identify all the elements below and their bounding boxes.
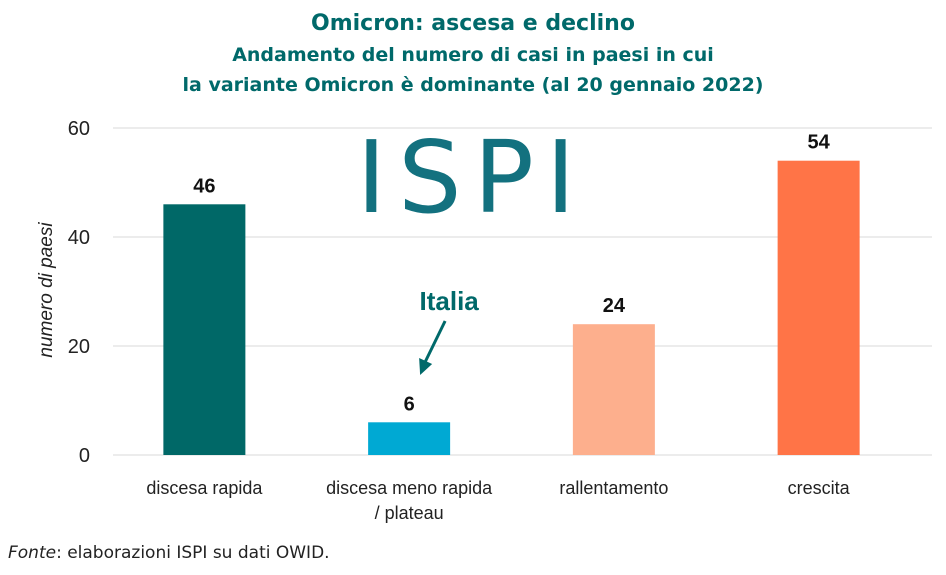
y-tick-label: 0 [79, 445, 90, 467]
title-block: Omicron: ascesa e declino Andamento del … [0, 8, 946, 100]
bar [572, 324, 655, 455]
source-note: Fonte: elaborazioni ISPI su dati OWID. [8, 543, 330, 563]
y-tick-label: 40 [68, 227, 90, 249]
y-tick-label: 60 [68, 118, 90, 140]
x-tick-label: discesa rapida [146, 478, 263, 498]
y-axis-label: numero di paesi [36, 222, 57, 358]
data-label: 54 [808, 132, 831, 154]
chart-title: Omicron: ascesa e declino [311, 11, 635, 36]
chart-subtitle-line-2: la variante Omicron è dominante (al 20 g… [182, 74, 764, 96]
x-tick-label: discesa meno rapida [326, 478, 493, 498]
chart-subtitle-line-1: Andamento del numero di casi in paesi in… [232, 44, 714, 66]
source-text: : elaborazioni ISPI su dati OWID. [56, 543, 330, 563]
data-label: 46 [193, 175, 215, 197]
x-tick-label: / plateau [375, 503, 444, 523]
x-tick-label: crescita [788, 478, 851, 498]
bar [368, 422, 451, 455]
bar [163, 204, 246, 455]
annotation-label: Italia [420, 286, 480, 316]
x-tick-label: rallentamento [559, 478, 668, 498]
data-label: 6 [404, 393, 415, 415]
annotation-arrow-line [423, 320, 447, 363]
source-label: Fonte [8, 543, 57, 563]
data-label: 24 [603, 295, 626, 317]
y-tick-label: 20 [68, 336, 90, 358]
ispi-logo: ISPI [357, 119, 588, 236]
bar [777, 160, 860, 455]
annotation-arrowhead [419, 358, 433, 375]
